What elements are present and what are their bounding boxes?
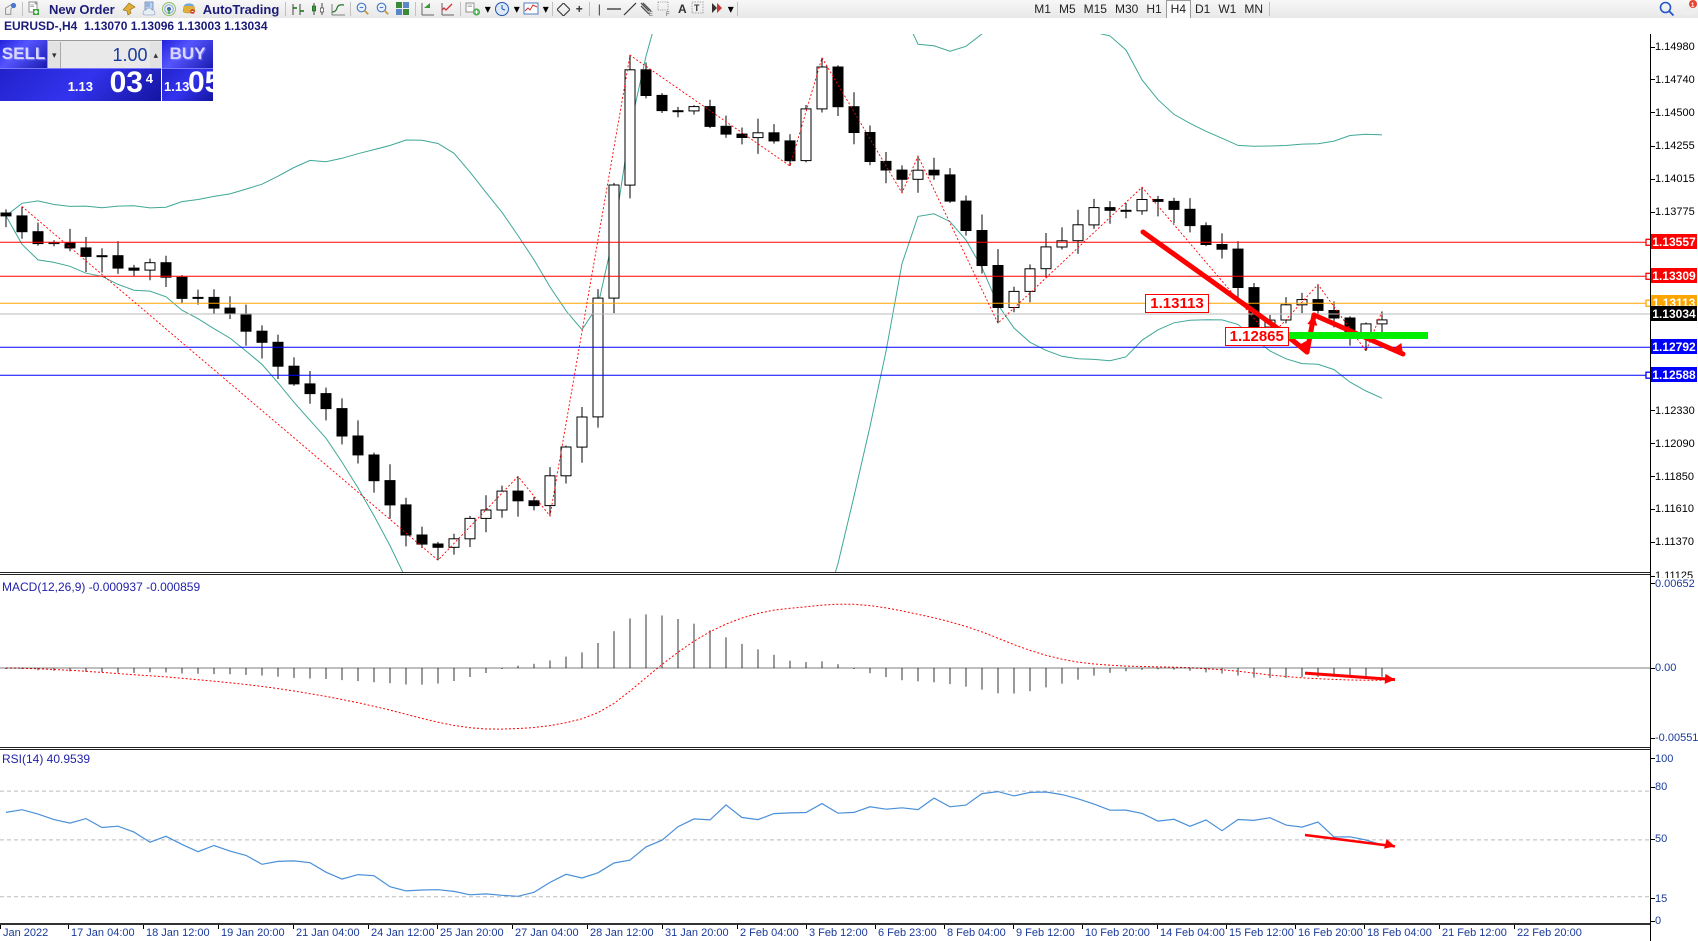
svg-text:T: T <box>694 3 700 13</box>
svg-text:E: E <box>649 12 653 17</box>
svg-text:F: F <box>666 12 670 17</box>
